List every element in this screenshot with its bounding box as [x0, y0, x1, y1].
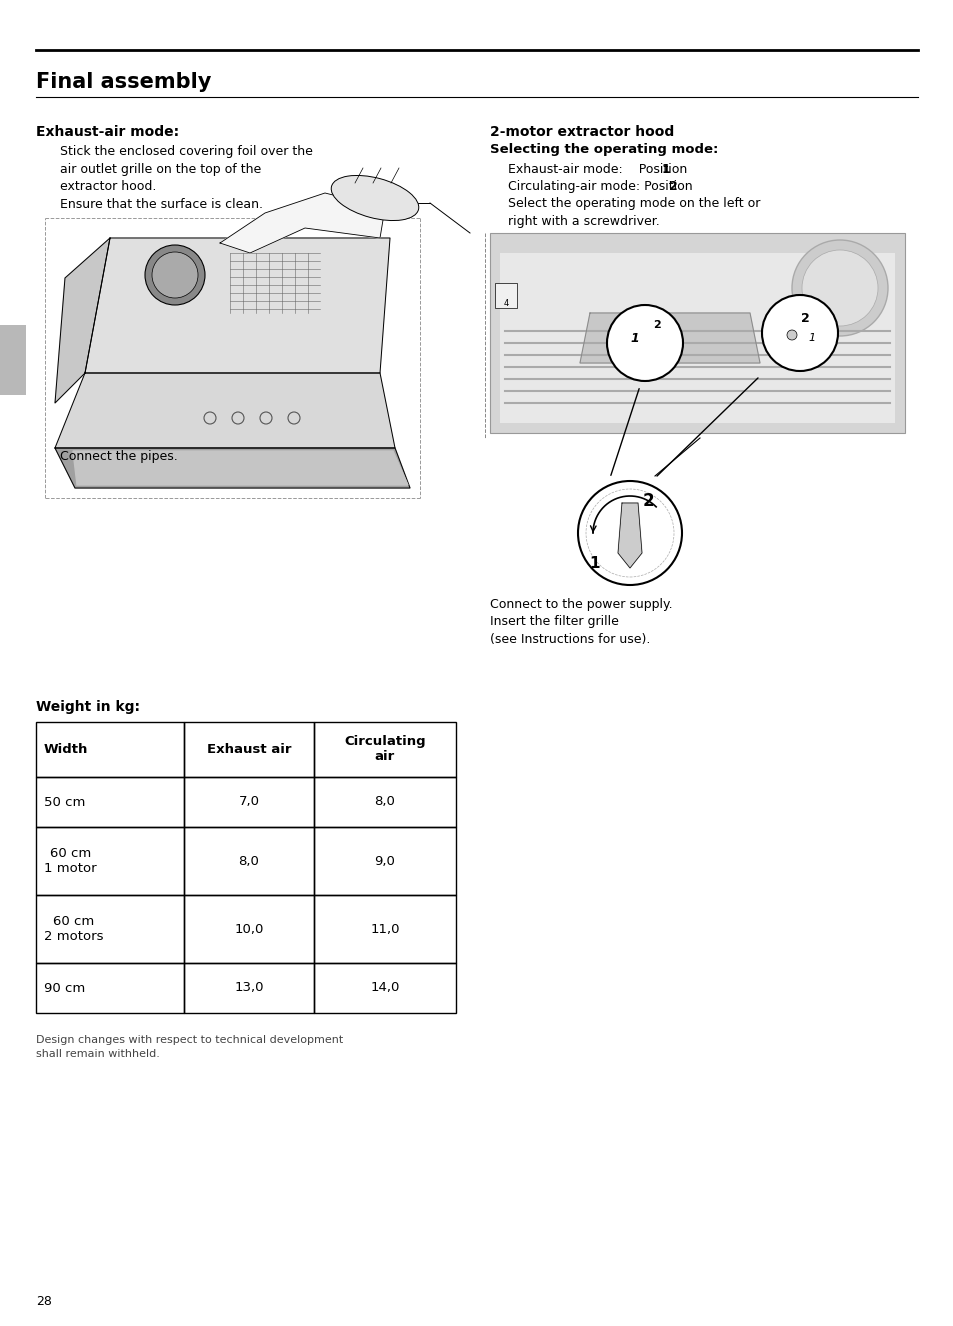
Bar [184, 777, 314, 827]
Bar [0, 325, 26, 395]
Text: 13,0: 13,0 [234, 981, 263, 994]
Bar [184, 963, 314, 1013]
Text: 4: 4 [503, 298, 508, 308]
Bar [36, 777, 184, 827]
Text: 2-motor extractor hood: 2-motor extractor hood [490, 125, 674, 139]
Text: 90 cm: 90 cm [44, 981, 85, 994]
Text: 2: 2 [653, 320, 660, 330]
Text: 9,0: 9,0 [375, 854, 395, 867]
Text: Circulating
air: Circulating air [344, 736, 425, 764]
Text: Connect the pipes.: Connect the pipes. [60, 450, 177, 463]
Bar [36, 895, 184, 963]
Polygon shape [618, 503, 641, 568]
Text: 11,0: 11,0 [370, 923, 399, 936]
Polygon shape [55, 373, 395, 448]
Text: 8,0: 8,0 [238, 854, 259, 867]
Text: 2: 2 [800, 313, 808, 325]
Polygon shape [55, 237, 110, 403]
Bar [36, 963, 184, 1013]
Text: Stick the enclosed covering foil over the
air outlet grille on the top of the
ex: Stick the enclosed covering foil over th… [60, 145, 313, 211]
Text: Insert the filter grille
(see Instructions for use).: Insert the filter grille (see Instructio… [490, 615, 650, 646]
Text: Circulating-air mode: Position: Circulating-air mode: Position [507, 180, 696, 194]
Text: 60 cm
2 motors: 60 cm 2 motors [44, 915, 103, 943]
Polygon shape [579, 313, 760, 363]
Bar [184, 827, 314, 895]
Circle shape [786, 330, 796, 339]
Bar [36, 827, 184, 895]
Circle shape [761, 294, 837, 371]
Text: Design changes with respect to technical development
shall remain withheld.: Design changes with respect to technical… [36, 1036, 343, 1059]
Text: 1: 1 [807, 333, 815, 343]
Text: 2: 2 [668, 180, 677, 194]
Text: Select the operating mode on the left or
right with a screwdriver.: Select the operating mode on the left or… [507, 198, 760, 228]
Text: 1: 1 [589, 556, 599, 570]
Text: 1: 1 [630, 332, 639, 345]
Polygon shape [85, 237, 390, 373]
Text: Exhaust-air mode:    Position: Exhaust-air mode: Position [507, 163, 691, 176]
Circle shape [801, 251, 877, 326]
Bar [495, 282, 517, 308]
Text: 14,0: 14,0 [370, 981, 399, 994]
Circle shape [578, 481, 681, 585]
Text: Exhaust-air mode:: Exhaust-air mode: [36, 125, 179, 139]
Circle shape [606, 305, 682, 381]
Bar [314, 895, 456, 963]
Bar [490, 233, 904, 434]
Bar [499, 253, 894, 423]
Bar [314, 963, 456, 1013]
Text: 7,0: 7,0 [238, 796, 259, 809]
Bar [314, 777, 456, 827]
Bar [184, 895, 314, 963]
Ellipse shape [331, 175, 418, 220]
Circle shape [145, 245, 205, 305]
Text: 2: 2 [641, 492, 653, 511]
Text: Exhaust air: Exhaust air [207, 743, 291, 756]
Bar [36, 721, 184, 777]
Text: Width: Width [44, 743, 89, 756]
Text: Connect to the power supply.: Connect to the power supply. [490, 598, 672, 611]
Text: Final assembly: Final assembly [36, 72, 212, 91]
Bar [184, 721, 314, 777]
Text: 50 cm: 50 cm [44, 796, 85, 809]
Text: Weight in kg:: Weight in kg: [36, 700, 140, 713]
Polygon shape [73, 451, 408, 485]
Text: 10,0: 10,0 [234, 923, 263, 936]
Polygon shape [220, 194, 385, 253]
Text: 28: 28 [36, 1296, 51, 1307]
Circle shape [791, 240, 887, 335]
Text: Selecting the operating mode:: Selecting the operating mode: [490, 143, 718, 156]
Bar [314, 721, 456, 777]
Text: 1: 1 [661, 163, 670, 176]
Circle shape [152, 252, 198, 298]
Bar [314, 827, 456, 895]
Polygon shape [55, 448, 410, 488]
Text: 8,0: 8,0 [375, 796, 395, 809]
Text: 60 cm
1 motor: 60 cm 1 motor [44, 847, 96, 875]
